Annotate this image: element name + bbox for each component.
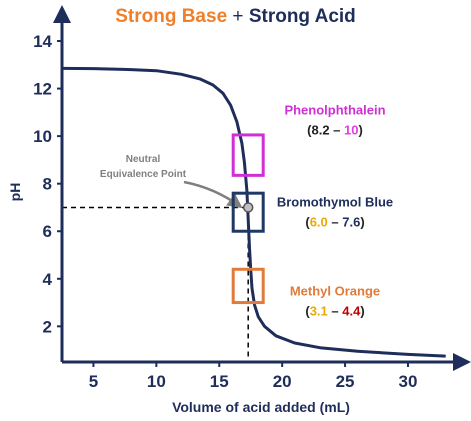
indicator-name: Methyl Orange [290, 283, 380, 298]
guide-layer [62, 180, 249, 362]
indicator-range-part: 6.0 [310, 214, 328, 229]
indicator-range-part: ) [360, 214, 364, 229]
indicator-range-part: ) [359, 123, 363, 138]
x-tick-label: 30 [399, 372, 418, 391]
x-tick-label: 20 [273, 372, 292, 391]
title-strong-acid: Strong Acid [248, 6, 356, 27]
curve-layer [61, 66, 446, 358]
indicator-range-part: ( [305, 214, 310, 229]
axes-layer [53, 5, 471, 371]
y-tick-label: 14 [33, 32, 52, 51]
indicator-range-part: ( [305, 303, 310, 318]
y-tick-label: 12 [33, 80, 52, 99]
equivalence-annotation-line2: Equivalence Point [100, 169, 187, 180]
indicator-range-part: 8.2 [311, 123, 329, 138]
equivalence-annotation-arrow [183, 180, 243, 209]
indicator-range: (8.2 – 10) [307, 123, 363, 138]
title-strong-base: Strong Base [115, 6, 228, 27]
x-tick-label: 10 [147, 372, 166, 391]
indicator-name: Bromothymol Blue [277, 194, 393, 209]
x-tick-label: 15 [210, 372, 229, 391]
indicator-range-part: 10 [344, 123, 358, 138]
y-tick-label: 10 [33, 127, 52, 146]
y-tick-label: 6 [43, 222, 52, 241]
indicator-box [231, 267, 265, 305]
indicator-range-part: 4.4 [342, 303, 361, 318]
indicator-range-part: – [328, 214, 342, 229]
y-tick-label: 4 [43, 270, 53, 289]
titration-curve [61, 66, 446, 358]
text-layer: 5 10 15 20 25 30 2 4 6 8 10 12 14 Volume of acid adde… [7, 32, 417, 415]
indicator-box [231, 133, 265, 177]
indicator-box [231, 191, 265, 233]
y-tick-label: 8 [43, 175, 52, 194]
equivalence-annotation-line1: Neutral [126, 154, 161, 165]
indicator-range-part: ) [360, 303, 364, 318]
x-tick-label: 25 [336, 372, 355, 391]
y-axis-label: pH [7, 183, 23, 202]
indicator-range-part: 7.6 [342, 214, 360, 229]
equivalence-point-marker [242, 202, 254, 213]
indicator-range: (3.1 – 4.4) [305, 303, 364, 318]
y-tick-label: 2 [43, 317, 52, 336]
indicator-range-part: – [330, 123, 344, 138]
indicator-range-part: 3.1 [310, 303, 328, 318]
title-plus: + [232, 6, 244, 27]
indicator-boxes-layer [231, 133, 265, 305]
indicator-range-part: ( [307, 123, 312, 138]
x-tick-label: 5 [89, 372, 98, 391]
indicator-range: (6.0 – 7.6) [305, 214, 364, 229]
indicator-name: Phenolphthalein [284, 103, 385, 118]
x-axis-label: Volume of acid added (mL) [172, 399, 350, 415]
chart-title: Strong Base + Strong Acid [0, 6, 471, 28]
indicator-range-part: – [328, 303, 342, 318]
